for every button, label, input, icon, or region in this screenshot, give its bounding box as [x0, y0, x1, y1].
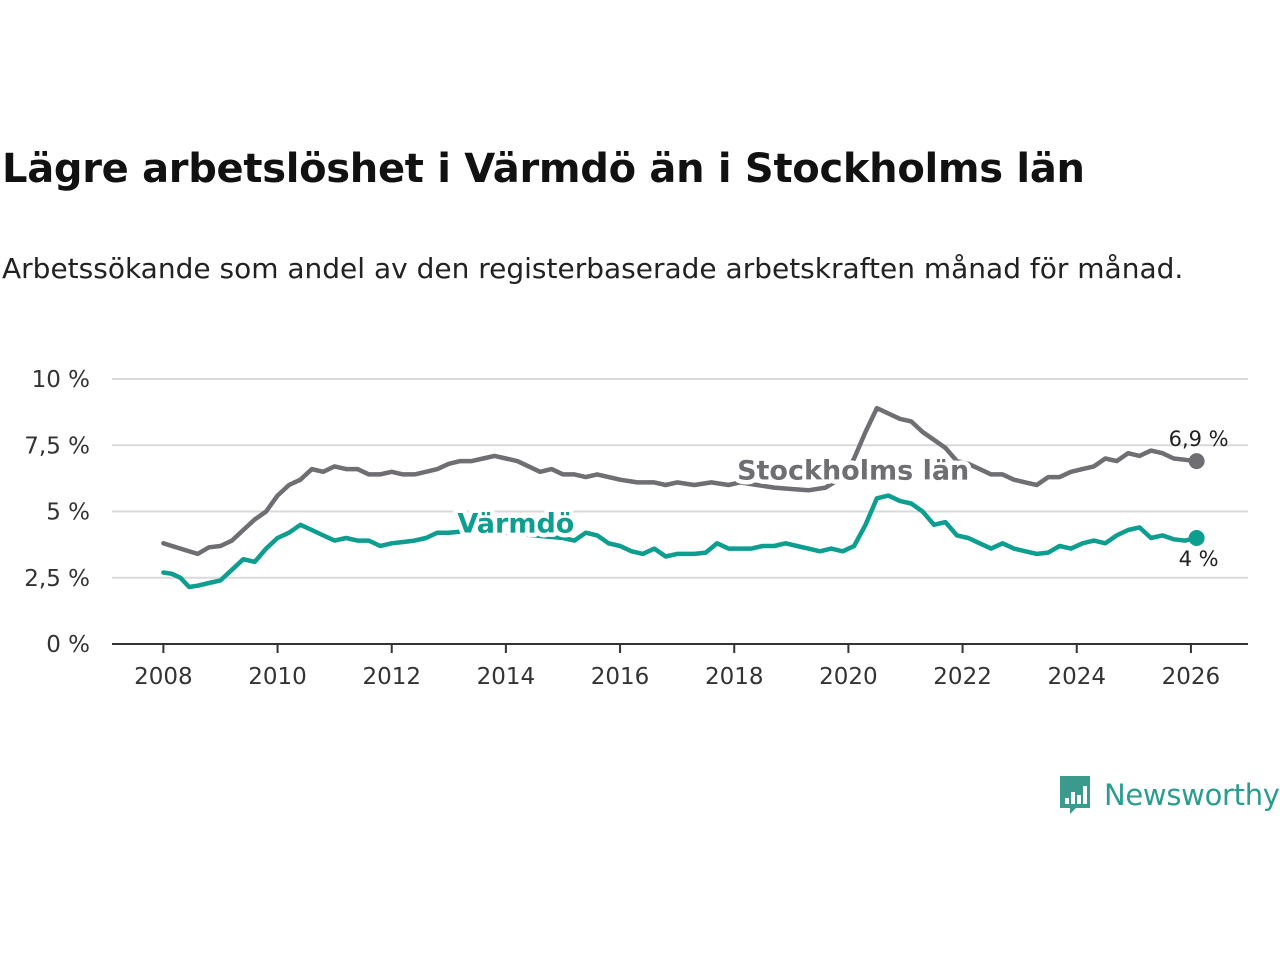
series-line — [161, 493, 1199, 590]
logo-text: Newsworthy — [1104, 778, 1280, 812]
x-tick-label: 2018 — [705, 664, 764, 690]
series-line — [161, 405, 1199, 557]
y-tick-label: 5 % — [46, 500, 90, 526]
x-tick-label: 2008 — [134, 664, 193, 690]
series-end-label: 4 % — [1179, 547, 1219, 571]
x-tick-label: 2012 — [362, 664, 421, 690]
y-tick-label: 0 % — [46, 632, 90, 658]
series-lines — [161, 405, 1205, 590]
x-tick-label: 2022 — [933, 664, 992, 690]
x-tick-label: 2016 — [591, 664, 650, 690]
x-axis: 2008 2010 2012 2014 2016 2018 2020 2022 2024 2026 — [112, 643, 1248, 690]
x-tick-label: 2010 — [248, 664, 307, 690]
y-tick-label: 2,5 % — [24, 566, 90, 592]
y-tick-label: 10 % — [32, 367, 90, 393]
y-axis-labels: 0 % 2,5 % 5 % 7,5 % 10 % — [24, 367, 90, 658]
x-tick-label: 2026 — [1162, 664, 1221, 690]
gridlines — [112, 378, 1248, 579]
x-tick-label: 2014 — [477, 664, 536, 690]
x-tick-label: 2024 — [1047, 664, 1106, 690]
series-name-label: Värmdö — [457, 509, 574, 540]
series-name-label: Stockholms län — [737, 456, 969, 487]
chart-title: Lägre arbetslöshet i Värmdö än i Stockho… — [2, 146, 1085, 192]
bar-chart-speech-bubble-icon — [1060, 776, 1090, 814]
series-end-marker — [1188, 453, 1205, 470]
series-end-label: 6,9 % — [1169, 427, 1229, 451]
newsworthy-logo: Newsworthy — [1058, 772, 1280, 818]
series-labels: 6,9 % 4 % Stockholms län Värmdö — [453, 427, 1229, 571]
series-end-marker — [1188, 530, 1205, 546]
x-tick-label: 2020 — [819, 664, 878, 690]
y-tick-label: 7,5 % — [24, 433, 90, 459]
chart-subtitle: Arbetssökande som andel av den registerb… — [2, 252, 1184, 285]
